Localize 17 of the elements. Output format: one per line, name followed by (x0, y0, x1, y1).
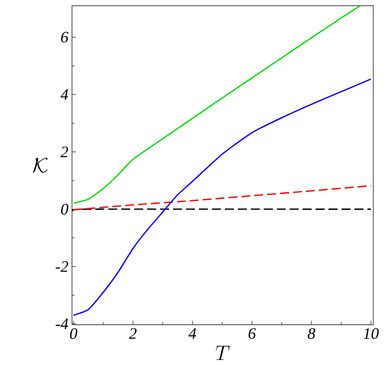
y-axis-title: $\mathcal{K}$ (32, 158, 48, 173)
x-tick-label: 2 (128, 328, 137, 339)
line-series (72, 78, 372, 316)
y-tick-label: -2 (56, 261, 68, 272)
y-tick-label: 2 (60, 146, 68, 158)
y-tick-label: 6 (61, 32, 68, 43)
y-tick-label: -4 (56, 318, 68, 330)
line-series (72, 6, 361, 204)
x-tick-label: 4 (188, 328, 196, 339)
x-tick-label: 6 (248, 328, 256, 339)
x-axis-title: $T$ (216, 346, 230, 360)
x-tick-label: 0 (70, 328, 78, 339)
x-tick-label: 10 (364, 328, 379, 339)
y-tick-label: 4 (60, 89, 68, 100)
x-tick-label: 8 (308, 328, 316, 339)
y-tick-label: 0 (61, 204, 68, 215)
line-series (72, 185, 372, 210)
